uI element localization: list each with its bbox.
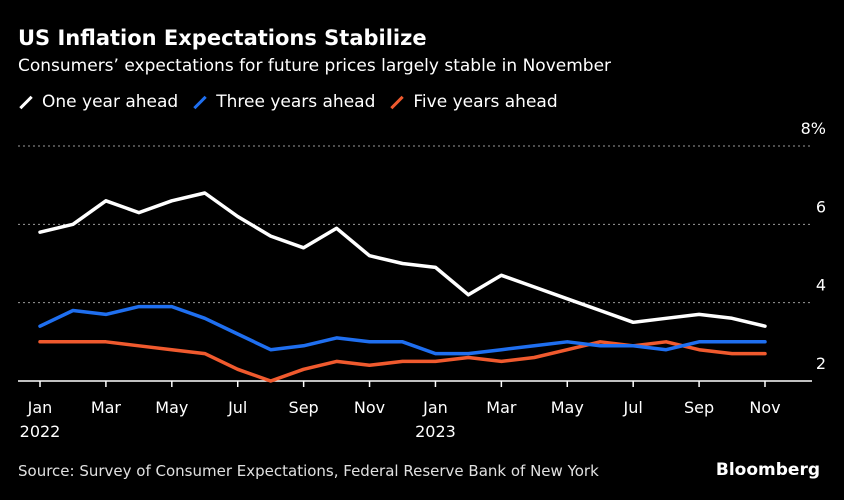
series-line-five-years: [38, 340, 767, 383]
legend-label-five-years: Five years ahead: [413, 92, 558, 112]
series-line-one-year: [38, 191, 767, 328]
x-tick-label: Mar: [91, 398, 122, 417]
x-tick-label: Nov: [749, 398, 780, 417]
x-tick-label: Jul: [623, 398, 643, 417]
legend-label-one-year: One year ahead: [42, 92, 179, 112]
legend: One year ahead Three years ahead Five ye…: [18, 92, 572, 112]
x-tick-label: Sep: [684, 398, 714, 417]
chart-title: US Inflation Expectations Stabilize: [18, 26, 427, 50]
bloomberg-logo: Bloomberg: [715, 460, 820, 480]
x-tick-label: Jul: [227, 398, 247, 417]
source-note: Source: Survey of Consumer Expectations,…: [18, 462, 599, 480]
x-tick-year-label: 2023: [415, 422, 456, 441]
series-line-three-years: [38, 304, 767, 356]
y-tick-label: 6: [816, 197, 826, 216]
y-tick-label: 4: [816, 276, 826, 295]
chart-subtitle: Consumers’ expectations for future price…: [18, 56, 612, 76]
legend-item-three-years: Three years ahead: [192, 92, 375, 112]
x-tick-label: Jan: [422, 398, 448, 417]
y-tick-label: 2: [816, 354, 826, 373]
x-tick-year-label: 2022: [20, 422, 61, 441]
x-tick-label: May: [155, 398, 188, 417]
y-tick-label: 8%: [801, 119, 826, 138]
x-tick-label: Jan: [27, 398, 53, 417]
x-tick-label: May: [551, 398, 584, 417]
x-tick-label: Nov: [354, 398, 385, 417]
legend-item-five-years: Five years ahead: [389, 92, 558, 112]
legend-item-one-year: One year ahead: [18, 92, 178, 112]
x-tick-label: Mar: [486, 398, 517, 417]
legend-label-three-years: Three years ahead: [216, 92, 376, 112]
x-tick-label: Sep: [289, 398, 319, 417]
